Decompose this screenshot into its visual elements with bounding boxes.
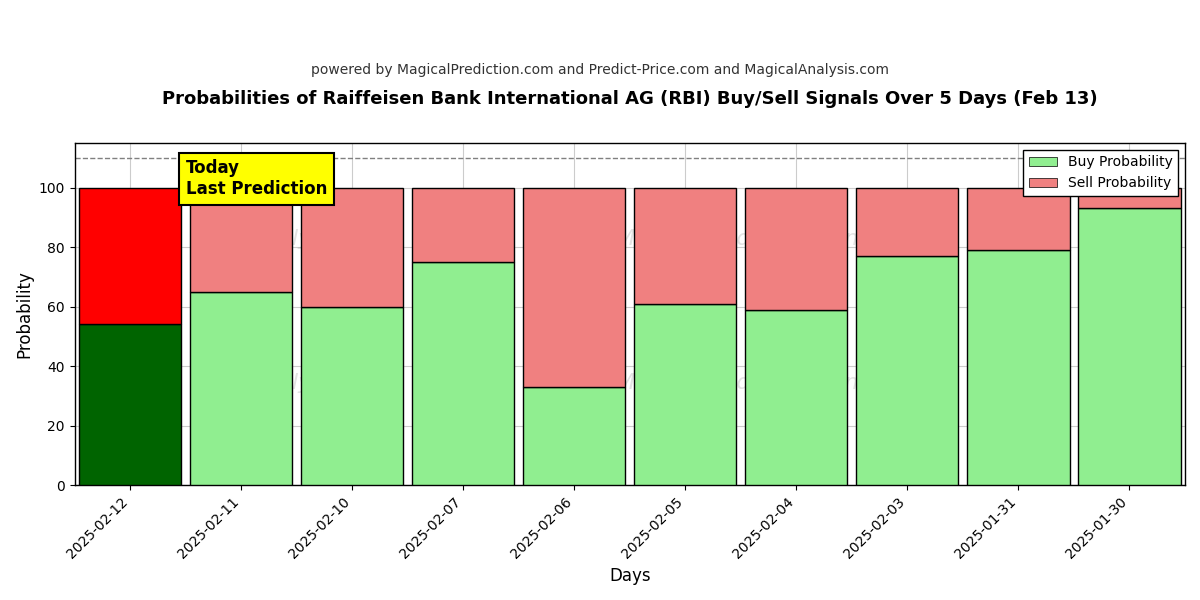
- Text: calAnalysis.co: calAnalysis.co: [218, 229, 376, 249]
- Text: calAnalysis.co: calAnalysis.co: [218, 373, 376, 392]
- Bar: [967, 250, 1069, 485]
- Bar: [745, 188, 847, 310]
- Bar: [635, 188, 737, 304]
- Bar: [857, 188, 959, 256]
- Text: powered by MagicalPrediction.com and Predict-Price.com and MagicalAnalysis.com: powered by MagicalPrediction.com and Pre…: [311, 63, 889, 77]
- Y-axis label: Probability: Probability: [16, 270, 34, 358]
- Bar: [1079, 188, 1181, 208]
- Title: Probabilities of Raiffeisen Bank International AG (RBI) Buy/Sell Signals Over 5 : Probabilities of Raiffeisen Bank Interna…: [162, 90, 1098, 108]
- Text: MagicalPrediction.com: MagicalPrediction.com: [616, 373, 866, 392]
- Bar: [79, 325, 181, 485]
- X-axis label: Days: Days: [610, 567, 650, 585]
- Legend: Buy Probability, Sell Probability: Buy Probability, Sell Probability: [1024, 150, 1178, 196]
- Bar: [79, 188, 181, 325]
- Bar: [523, 188, 625, 387]
- Bar: [301, 307, 403, 485]
- Bar: [857, 256, 959, 485]
- Bar: [635, 304, 737, 485]
- Bar: [301, 188, 403, 307]
- Bar: [412, 262, 515, 485]
- Bar: [190, 188, 293, 292]
- Bar: [190, 292, 293, 485]
- Text: Today
Last Prediction: Today Last Prediction: [186, 159, 328, 198]
- Bar: [967, 188, 1069, 250]
- Bar: [523, 387, 625, 485]
- Bar: [412, 188, 515, 262]
- Bar: [1079, 208, 1181, 485]
- Text: MagicalPrediction.com: MagicalPrediction.com: [616, 229, 866, 249]
- Bar: [745, 310, 847, 485]
